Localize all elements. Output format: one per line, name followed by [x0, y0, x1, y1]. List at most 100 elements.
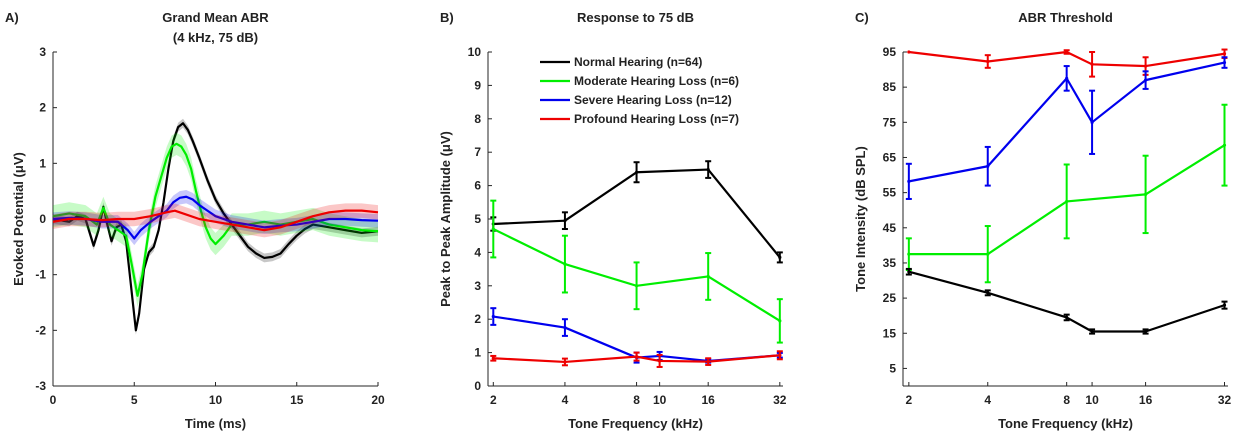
- data-point: [491, 227, 495, 231]
- data-point: [1065, 76, 1069, 80]
- legend: Normal Hearing (n=64) Moderate Hearing Lo…: [540, 55, 739, 126]
- x-tick-label: 2: [490, 393, 497, 407]
- y-tick-label: 8: [474, 112, 481, 126]
- chart-title: Response to 75 dB: [577, 10, 694, 25]
- y-tick-label: 35: [883, 256, 897, 270]
- data-point: [1065, 50, 1069, 54]
- y-tick-label: 1: [474, 346, 481, 360]
- data-point: [986, 59, 990, 64]
- data-point: [778, 255, 782, 260]
- data-point: [563, 219, 567, 223]
- x-tick-label: 8: [633, 393, 640, 407]
- data-point: [986, 252, 990, 256]
- y-tick-label: 2: [39, 101, 46, 115]
- chart-subtitle: (4 kHz, 75 dB): [173, 30, 258, 45]
- data-point: [658, 359, 662, 363]
- x-tick-label: 32: [1218, 393, 1232, 407]
- y-tick-label: 1: [39, 156, 46, 170]
- y-tick-label: 45: [883, 221, 897, 235]
- data-point: [986, 164, 990, 168]
- series-line: [52, 195, 379, 240]
- series-band: [53, 190, 378, 246]
- data-point: [1065, 315, 1069, 320]
- y-tick-label: 0: [39, 212, 46, 226]
- data-point: [706, 167, 710, 172]
- y-tick-label: 0: [474, 379, 481, 393]
- legend-label-severe: Severe Hearing Loss (n=12): [574, 93, 732, 107]
- series-profound: [52, 203, 379, 238]
- y-tick-label: -3: [35, 379, 46, 393]
- data-point: [706, 360, 710, 364]
- y-tick-label: 7: [474, 145, 481, 159]
- series-line: [908, 270, 1225, 333]
- x-tick-label: 16: [702, 393, 716, 407]
- y-tick-label: 2: [474, 312, 481, 326]
- x-tick-label: 16: [1139, 393, 1153, 407]
- series-line: [493, 354, 780, 364]
- y-tick-label: 65: [883, 150, 897, 164]
- data-point: [706, 274, 710, 279]
- data-point: [563, 262, 567, 266]
- series-moderate: [490, 199, 783, 344]
- x-tick-label: 8: [1063, 393, 1070, 407]
- series-line: [52, 142, 379, 297]
- y-tick-label: 10: [468, 45, 482, 59]
- y-tick-label: -2: [35, 323, 46, 337]
- panel-3: 2 4 8 10 16 32 5 15 25 35 45 55 65 75 85 95 ABR Threshol…: [853, 10, 1231, 431]
- x-tick-label: 4: [562, 393, 569, 407]
- y-tick-label: 5: [474, 212, 481, 226]
- data-point: [1143, 78, 1148, 82]
- panel-2: 2 4 8 10 16 32 0 1 2 3 4 5 6 7 8 9 10 Response to 75 dB B)…: [438, 10, 787, 431]
- legend-label-normal: Normal Hearing (n=64): [574, 55, 702, 69]
- series-profound: [490, 350, 783, 368]
- series-normal: [490, 160, 783, 264]
- data-point: [634, 284, 639, 288]
- x-tick-label: 4: [984, 393, 991, 407]
- y-axis-label: Evoked Potential (μV): [11, 152, 26, 286]
- data-point: [1222, 52, 1227, 56]
- data-point: [907, 270, 911, 274]
- x-tick-label: 0: [50, 393, 57, 407]
- x-tick-label: 10: [209, 393, 223, 407]
- panel-label: A): [5, 10, 19, 25]
- data-point: [907, 252, 911, 256]
- panel-label: C): [855, 10, 869, 25]
- y-tick-label: 3: [474, 279, 481, 293]
- y-tick-label: 95: [883, 45, 897, 59]
- data-point: [1090, 120, 1094, 124]
- y-tick-label: 25: [883, 291, 897, 305]
- series-band: [53, 203, 378, 238]
- series-severe: [52, 190, 379, 246]
- y-tick-label: 9: [474, 78, 481, 92]
- data-point: [1143, 329, 1148, 334]
- series-moderate: [905, 103, 1228, 284]
- data-point: [634, 355, 639, 359]
- y-axis-label: Tone Intensity (dB SPL): [853, 146, 868, 292]
- data-point: [986, 291, 990, 295]
- panel-1: 0 5 10 15 20 -3 -2 -1 0 1 2 3 Grand Mean ABR (4 kHz, …: [5, 10, 385, 431]
- data-point: [563, 360, 567, 364]
- series-line: [52, 209, 379, 232]
- y-tick-label: 6: [474, 179, 481, 193]
- data-point: [1143, 192, 1148, 196]
- y-tick-label: 85: [883, 80, 897, 94]
- series-line: [908, 61, 1225, 183]
- legend-label-profound: Profound Hearing Loss (n=7): [574, 112, 739, 126]
- data-point: [1143, 64, 1148, 68]
- series-normal: [905, 267, 1228, 335]
- data-point: [1065, 199, 1069, 204]
- x-axis-label: Tone Frequency (kHz): [998, 416, 1133, 431]
- x-tick-label: 32: [773, 393, 787, 407]
- data-point: [563, 325, 567, 330]
- data-point: [1090, 62, 1094, 66]
- y-tick-label: 4: [474, 245, 481, 259]
- data-point: [907, 50, 911, 54]
- y-tick-label: 75: [883, 115, 897, 129]
- series-severe: [905, 56, 1228, 200]
- chart-title: ABR Threshold: [1018, 10, 1113, 25]
- data-point: [1222, 60, 1227, 65]
- y-tick-label: 55: [883, 186, 897, 200]
- y-tick-label: 3: [39, 45, 46, 59]
- x-tick-label: 20: [371, 393, 385, 407]
- series-line: [52, 122, 379, 332]
